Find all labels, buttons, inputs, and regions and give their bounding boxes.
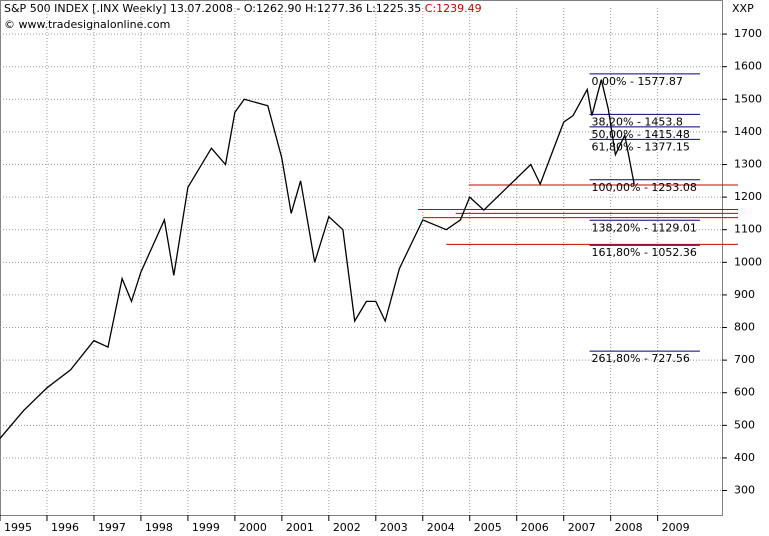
x-tick-label: 2009 [662, 521, 690, 534]
source: © www.tradesignalonline.com [4, 18, 170, 31]
y-tick-label: 900 [734, 288, 755, 301]
y-tick-label: 600 [734, 386, 755, 399]
y-tick-label: 800 [734, 321, 755, 334]
y-tick-label: 400 [734, 451, 755, 464]
y-tick-label: 1400 [734, 125, 762, 138]
plot-frame [0, 0, 723, 516]
axis-label: XXP [732, 2, 754, 15]
fib-label: 0,00% - 1577.87 [592, 75, 683, 88]
y-tick-label: 300 [734, 484, 755, 497]
x-tick-label: 1996 [51, 521, 79, 534]
x-tick-label: 2004 [427, 521, 455, 534]
fib-label: 38,20% - 1453.8 [592, 115, 683, 128]
y-tick-label: 1300 [734, 158, 762, 171]
x-tick-label: 2008 [615, 521, 643, 534]
price-line [0, 79, 635, 439]
fib-label: 161,80% - 1052.36 [592, 246, 697, 259]
y-tick-label: 1200 [734, 190, 762, 203]
y-tick-label: 500 [734, 418, 755, 431]
fib-label: 138,20% - 1129.01 [592, 221, 697, 234]
fib-label: 100,00% - 1253.08 [592, 181, 697, 194]
x-tick-label: 2002 [333, 521, 361, 534]
y-tick-label: 1700 [734, 27, 762, 40]
title-text: S&P 500 INDEX [.INX Weekly] 13.07.2008 -… [4, 2, 421, 15]
close-label: C:1239.49 [425, 2, 482, 15]
x-tick-label: 1995 [4, 521, 32, 534]
fib-label: 50,00% - 1415.48 [592, 128, 690, 141]
chart-title: S&P 500 INDEX [.INX Weekly] 13.07.2008 -… [4, 2, 482, 15]
x-tick-label: 1999 [192, 521, 220, 534]
x-tick-label: 2006 [521, 521, 549, 534]
y-tick-label: 1500 [734, 92, 762, 105]
x-tick-label: 2007 [568, 521, 596, 534]
y-tick-label: 1000 [734, 255, 762, 268]
x-tick-label: 1998 [145, 521, 173, 534]
x-tick-label: 2001 [286, 521, 314, 534]
x-tick-label: 1997 [98, 521, 126, 534]
fib-label: 261,80% - 727.56 [592, 352, 690, 365]
fib-label: 61,80% - 1377.15 [592, 140, 690, 153]
y-tick-label: 1600 [734, 60, 762, 73]
x-tick-label: 2005 [474, 521, 502, 534]
y-tick-label: 700 [734, 353, 755, 366]
x-tick-label: 2003 [380, 521, 408, 534]
y-tick-label: 1100 [734, 223, 762, 236]
x-tick-label: 2000 [239, 521, 267, 534]
